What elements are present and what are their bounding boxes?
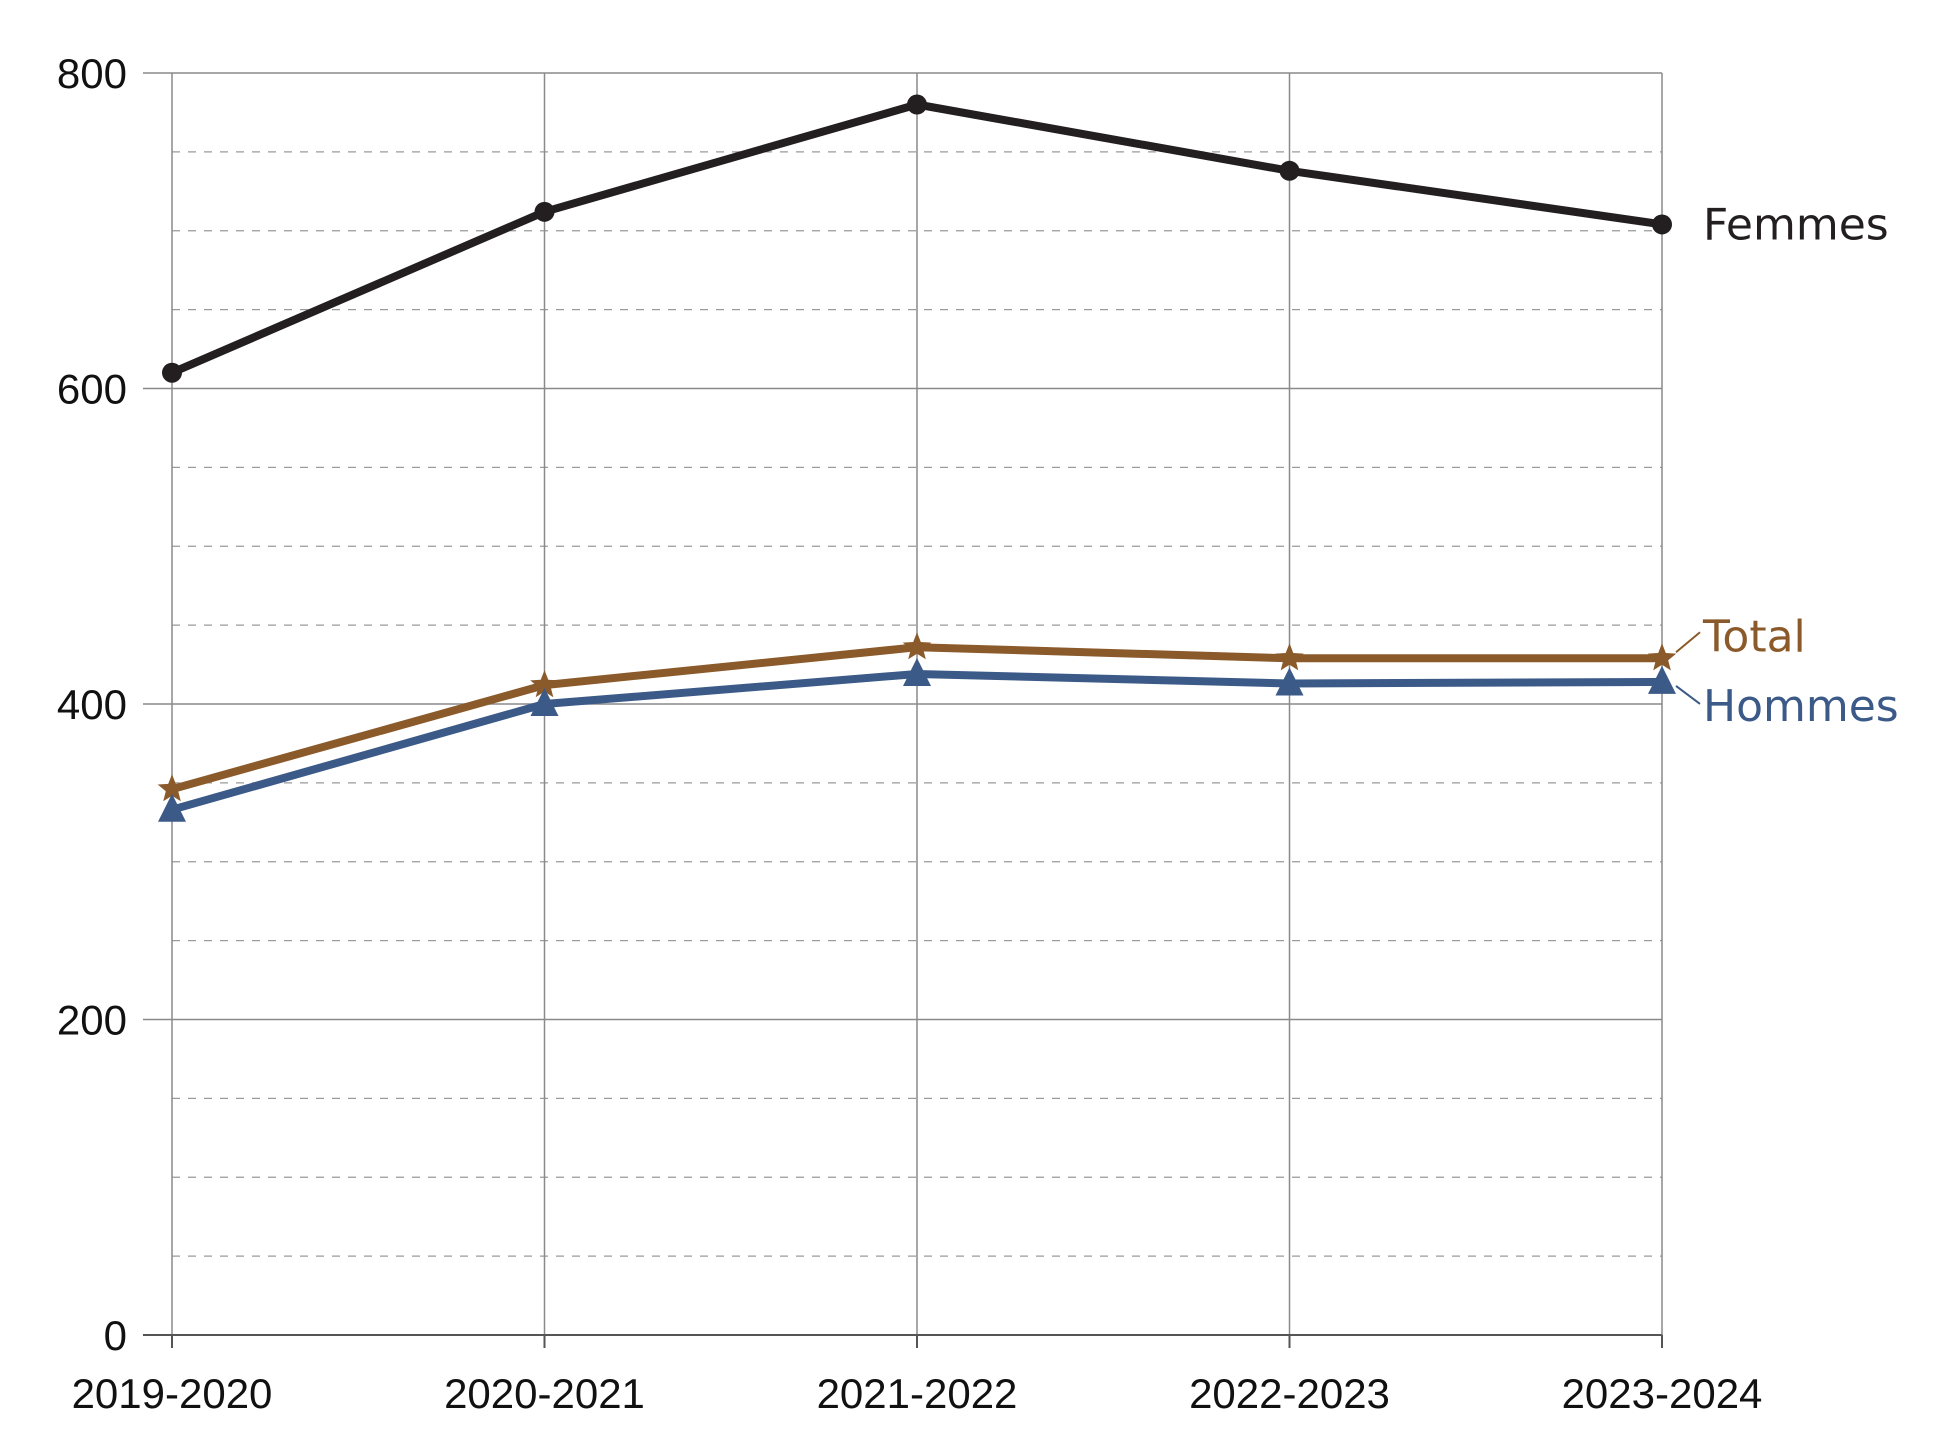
data-point-hommes bbox=[903, 658, 931, 687]
label-leader-hommes bbox=[1675, 685, 1701, 705]
series-label-hommes: Hommes bbox=[1703, 681, 1899, 732]
data-point-femmes bbox=[1652, 214, 1672, 235]
data-point-femmes bbox=[534, 201, 555, 222]
label-leader-total bbox=[1675, 631, 1701, 654]
series-label-total: Total bbox=[1702, 611, 1806, 662]
y-tick-label: 0 bbox=[104, 1312, 127, 1359]
x-tick-label: 2021-2022 bbox=[817, 1370, 1018, 1417]
x-tick-label: 2020-2021 bbox=[444, 1370, 645, 1417]
x-tick-label: 2023-2024 bbox=[1562, 1370, 1763, 1417]
data-point-hommes bbox=[1648, 665, 1676, 694]
x-tick-label: 2022-2023 bbox=[1189, 1370, 1390, 1417]
series-label-femmes: Femmes bbox=[1703, 199, 1889, 250]
data-point-hommes bbox=[158, 793, 186, 822]
data-point-hommes bbox=[1275, 667, 1304, 696]
y-tick-label: 200 bbox=[57, 997, 127, 1044]
data-point-total bbox=[157, 774, 187, 802]
data-point-total bbox=[1647, 643, 1677, 671]
data-point-total bbox=[902, 632, 932, 660]
x-tick-label: 2019-2020 bbox=[72, 1370, 273, 1417]
data-point-femmes bbox=[1279, 160, 1300, 181]
data-point-total bbox=[1275, 643, 1304, 671]
data-point-femmes bbox=[907, 94, 927, 115]
data-point-hommes bbox=[530, 688, 559, 716]
y-tick-label: 400 bbox=[57, 681, 127, 728]
data-point-total bbox=[530, 670, 559, 698]
y-tick-label: 800 bbox=[57, 50, 127, 97]
data-point-femmes bbox=[162, 362, 182, 383]
y-tick-label: 600 bbox=[57, 366, 127, 413]
